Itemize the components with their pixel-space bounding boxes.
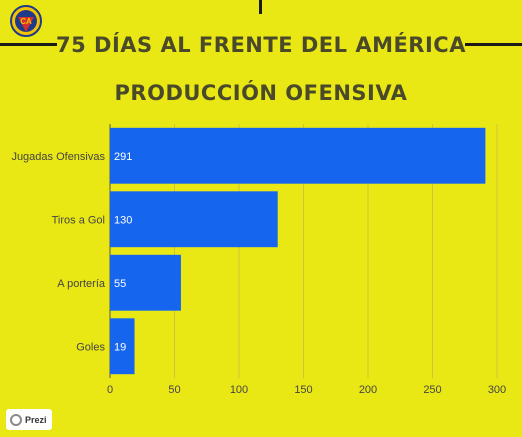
prezi-label: Prezi: [25, 414, 47, 425]
data-label: 55: [114, 278, 126, 290]
left-decorative-rule: [0, 43, 57, 46]
club-america-crest-icon: CA: [10, 5, 42, 37]
category-label: Tiros a Gol: [52, 214, 105, 226]
data-label: 19: [114, 341, 126, 353]
title-line-1: 75 DÍAS AL FRENTE DEL AMÉRICA: [56, 33, 466, 57]
prezi-badge[interactable]: Prezi: [6, 409, 52, 430]
bar: [110, 127, 486, 184]
x-tick-label: 100: [230, 384, 248, 396]
right-decorative-rule: [465, 43, 522, 46]
category-label: Goles: [76, 341, 105, 353]
logo-text: CA: [20, 17, 32, 26]
top-decorative-tick: [259, 0, 262, 14]
x-tick-label: 300: [488, 384, 506, 396]
prezi-logo-icon: [10, 413, 22, 426]
x-tick-label: 250: [423, 384, 441, 396]
data-label: 291: [114, 151, 132, 163]
category-label: Jugadas Ofensivas: [11, 151, 105, 163]
bar: [110, 191, 278, 248]
title-line-2: PRODUCCIÓN OFENSIVA: [114, 81, 408, 105]
data-label: 130: [114, 214, 132, 226]
category-label: A portería: [57, 278, 106, 290]
bar: [110, 318, 135, 375]
x-tick-label: 0: [107, 384, 113, 396]
x-tick-label: 50: [168, 384, 180, 396]
x-tick-label: 150: [294, 384, 312, 396]
bar: [110, 254, 181, 311]
x-tick-label: 200: [359, 384, 377, 396]
